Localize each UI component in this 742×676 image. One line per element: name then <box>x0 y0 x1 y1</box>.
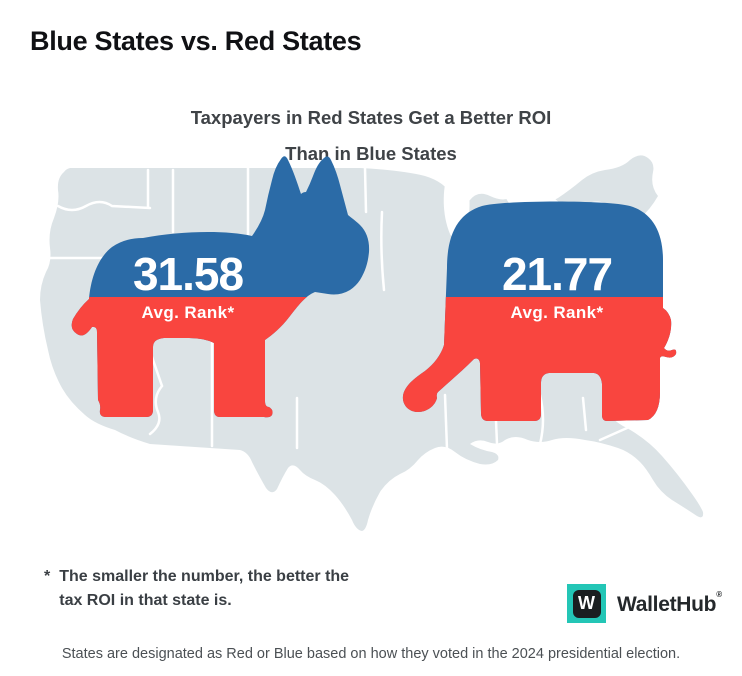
footnote-asterisk: * <box>44 568 51 585</box>
wallethub-wordmark: WalletHub® <box>617 590 722 617</box>
footnote-text: The smaller the number, the better the t… <box>59 565 349 613</box>
wallethub-w-letter: W <box>578 593 595 613</box>
footnote: * The smaller the number, the better the… <box>44 565 404 613</box>
wallethub-w-icon: W <box>572 589 601 618</box>
page-title: Blue States vs. Red States <box>30 26 362 56</box>
wallethub-wordmark-text: WalletHub <box>617 593 717 616</box>
chart-subtitle-line1: Taxpayers in Red States Get a Better ROI <box>190 107 552 128</box>
blue-states-avg-rank-label: Avg. Rank* <box>141 303 235 322</box>
republican-elephant <box>402 201 677 421</box>
registered-trademark-symbol: ® <box>716 590 722 599</box>
wallethub-logo: W WalletHub® <box>567 584 722 623</box>
wallethub-logo-icon: W <box>567 584 606 623</box>
red-states-avg-rank-value: 21.77 <box>501 248 613 300</box>
footnote-line2: tax ROI in that state is. <box>59 592 232 609</box>
blue-states-avg-rank-value: 31.58 <box>132 248 244 300</box>
red-states-avg-rank-label: Avg. Rank* <box>510 303 604 322</box>
footnote-line1: The smaller the number, the better the <box>59 568 350 585</box>
methodology-caption: States are designated as Red or Blue bas… <box>61 646 681 662</box>
